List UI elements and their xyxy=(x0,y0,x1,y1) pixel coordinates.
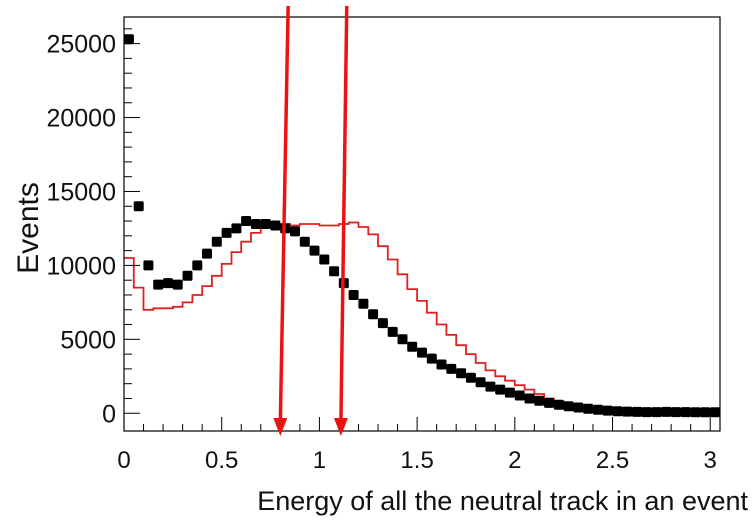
x-tick-label: 3 xyxy=(704,447,717,474)
cut-arrow-line xyxy=(278,5,290,423)
data-point xyxy=(592,404,603,415)
data-point xyxy=(563,401,574,412)
data-point xyxy=(700,407,711,418)
data-point xyxy=(319,254,330,265)
y-tick-label: 20000 xyxy=(46,105,116,133)
data-point xyxy=(172,279,183,290)
data-point xyxy=(231,223,242,234)
cut-arrow-head xyxy=(333,418,348,436)
data-point xyxy=(690,407,701,418)
data-point xyxy=(671,407,681,418)
data-point xyxy=(534,395,545,406)
x-axis-label: Energy of all the neutral track in an ev… xyxy=(257,486,748,516)
cut-arrow-head xyxy=(273,418,288,436)
data-point xyxy=(407,341,418,352)
x-tick-label: 1.5 xyxy=(400,447,433,474)
data-point xyxy=(211,236,222,247)
data-point xyxy=(446,363,457,374)
data-point xyxy=(436,359,447,370)
data-point xyxy=(358,298,369,309)
data-point xyxy=(182,270,193,281)
data-point xyxy=(680,407,691,418)
data-point xyxy=(710,407,721,418)
x-tick-label: 0 xyxy=(117,447,130,474)
data-point xyxy=(426,353,437,364)
data-point xyxy=(641,407,652,418)
data-point xyxy=(299,236,310,247)
data-point xyxy=(661,406,672,417)
data-point xyxy=(123,34,134,45)
data-point xyxy=(602,405,613,416)
data-point xyxy=(377,318,388,329)
data-point xyxy=(465,372,476,383)
data-point xyxy=(495,384,506,395)
y-tick-label: 10000 xyxy=(46,252,116,280)
y-tick-label: 0 xyxy=(102,400,116,428)
data-point xyxy=(573,402,584,413)
data-point xyxy=(309,245,320,256)
y-tick-label: 15000 xyxy=(46,178,116,206)
data-point xyxy=(524,393,535,404)
x-tick-label: 2.5 xyxy=(596,447,629,474)
data-point xyxy=(456,368,467,379)
data-point xyxy=(260,219,271,229)
data-point xyxy=(632,406,642,417)
data-point xyxy=(387,326,398,337)
data-point xyxy=(544,397,554,408)
data-point xyxy=(241,216,252,226)
data-point xyxy=(270,220,281,231)
data-point xyxy=(368,309,379,320)
x-tick-label: 1 xyxy=(313,447,326,474)
y-axis-label: Events xyxy=(12,182,45,274)
data-point xyxy=(417,347,427,358)
cut-arrow-line xyxy=(339,5,349,423)
data-point xyxy=(651,407,662,418)
data-point xyxy=(514,390,525,401)
x-tick-label: 0.5 xyxy=(205,447,238,474)
data-point xyxy=(553,399,564,410)
data-point xyxy=(143,260,154,271)
data-point xyxy=(250,219,261,229)
y-tick-label: 5000 xyxy=(60,326,116,354)
data-point xyxy=(475,377,486,388)
y-tick-label: 25000 xyxy=(46,31,116,59)
data-point xyxy=(622,406,633,417)
data-point xyxy=(397,334,408,345)
data-point xyxy=(348,290,359,300)
data-point xyxy=(163,278,173,289)
data-point xyxy=(583,403,594,414)
mc-histogram-line xyxy=(124,221,720,414)
data-point xyxy=(504,387,515,398)
data-point xyxy=(192,260,203,271)
data-point xyxy=(202,248,212,259)
x-tick-label: 2 xyxy=(508,447,521,474)
data-point xyxy=(612,406,623,417)
plot-frame xyxy=(123,16,721,432)
data-point xyxy=(221,227,232,238)
data-point xyxy=(153,279,164,290)
data-point xyxy=(290,226,300,237)
data-point xyxy=(485,381,496,392)
data-point xyxy=(133,201,144,212)
data-point xyxy=(329,266,340,277)
